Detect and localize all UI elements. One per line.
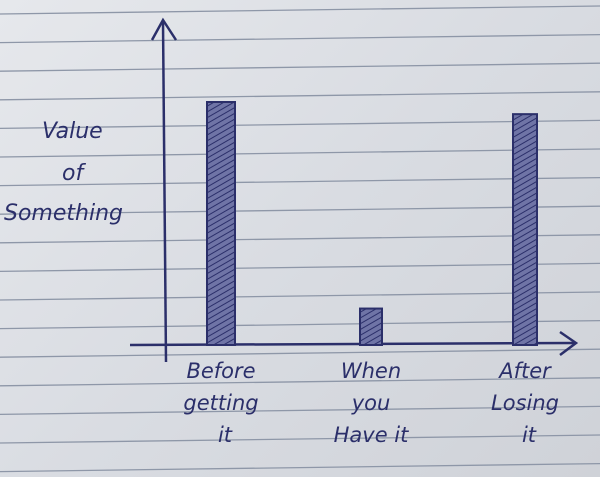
x-tick-label: When you Have it	[334, 359, 410, 447]
rule-line	[0, 33, 600, 44]
rule-line	[0, 405, 600, 416]
bar-1	[206, 101, 236, 346]
rule-line	[0, 234, 600, 244]
rule-line	[0, 176, 600, 187]
bar-3	[512, 113, 538, 347]
y-axis-arrow-icon	[150, 17, 178, 41]
paper-rule-lines	[0, 5, 600, 473]
rule-line	[0, 119, 600, 130]
rule-line	[0, 5, 600, 15]
axes	[129, 17, 579, 363]
rule-line	[0, 434, 600, 444]
rule-line	[0, 91, 600, 101]
x-axis-arrow-icon	[559, 330, 579, 356]
rule-line	[0, 319, 600, 330]
rule-line	[0, 377, 600, 387]
x-tick-label: After Losing it	[491, 359, 559, 447]
bar-2	[359, 307, 383, 346]
rule-line	[0, 205, 600, 215]
rule-line	[0, 462, 600, 473]
rule-line	[0, 148, 600, 158]
rule-line	[0, 348, 600, 358]
rule-line	[0, 291, 600, 301]
x-axis	[129, 341, 575, 347]
rule-line	[0, 262, 600, 273]
rule-line	[0, 62, 600, 72]
x-tick-label: Before getting it	[183, 359, 258, 447]
y-axis-label: Value of Something	[4, 119, 123, 226]
y-axis	[161, 21, 168, 363]
